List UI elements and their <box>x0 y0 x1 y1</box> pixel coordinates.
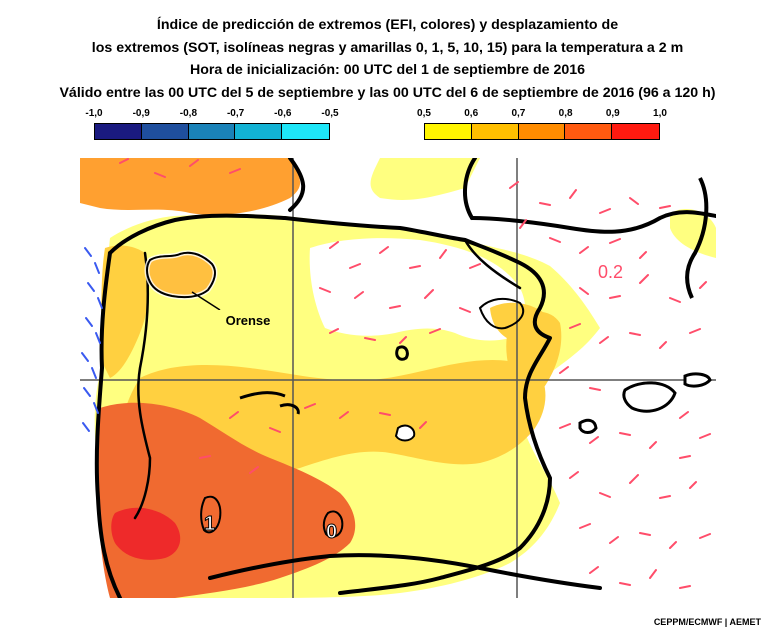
iberia-efi-map: 0.2 1 0 Orense <box>80 158 716 598</box>
legend-warm-tick: 0,7 <box>511 108 526 119</box>
island-sardinia-coast <box>685 177 709 299</box>
efi-area-galicia-orange <box>100 245 150 378</box>
map-title: Índice de predicción de extremos (EFI, c… <box>0 14 775 104</box>
contours-negative <box>81 247 103 432</box>
legend-cold-tick: -0,8 <box>179 108 198 119</box>
no-signal-area-northeast <box>309 238 526 341</box>
contour-dash <box>319 287 471 313</box>
contour-dash <box>304 403 427 429</box>
credit-text: CEPPM/ECMWF | AEMET <box>653 617 761 627</box>
island-mallorca <box>622 381 677 413</box>
island-menorca <box>683 372 712 388</box>
orense-leader-line <box>191 291 221 311</box>
legend-warm-swatch <box>425 124 472 139</box>
balearic-islands <box>578 372 712 434</box>
efi-area-france-yellow <box>80 158 480 200</box>
legend-cold-swatch <box>282 124 329 139</box>
island-ibiza <box>578 418 598 434</box>
sot-isoline-north <box>395 345 409 361</box>
contour-dash <box>199 411 281 474</box>
legend-warm-efi: 0,5 0,6 0,7 0,8 0,9 1,0 <box>417 108 667 142</box>
contour-dash <box>509 181 671 214</box>
orense-label: Orense <box>226 313 271 328</box>
legend-cold-tick: -1,0 <box>85 108 103 119</box>
contour-dash <box>569 323 701 349</box>
map-svg: 0.2 1 0 Orense <box>80 158 716 598</box>
contour-dash <box>579 523 711 549</box>
contour-dash <box>329 328 441 344</box>
contour-dash <box>329 241 481 269</box>
legend-warm-swatch <box>518 124 566 139</box>
contour-label-1: 1 <box>204 513 215 535</box>
title-line-1: Índice de predicción de extremos (EFI, c… <box>156 17 619 33</box>
legend-cold-tick: -0,5 <box>321 108 339 119</box>
contour-dash <box>84 247 103 344</box>
legend-warm-swatch <box>565 124 613 139</box>
orense-label-background <box>216 310 280 330</box>
legend-warm-tick: 0,8 <box>558 108 573 119</box>
legend-warm-tick: 0,5 <box>417 108 431 119</box>
coastline-portugal-west <box>94 251 122 598</box>
border-spain-portugal <box>133 251 152 520</box>
contour-dash <box>579 274 707 303</box>
title-line-3: Hora de inicialización: 00 UTC del 1 de … <box>189 62 586 78</box>
legend-warm-tick: 1,0 <box>653 108 667 119</box>
graticule <box>80 158 716 598</box>
sot-isolines <box>200 297 525 538</box>
legend-warm-swatch <box>471 124 519 139</box>
legend-cold-tick: -0,9 <box>132 108 150 119</box>
legend-warm-swatch <box>612 124 659 139</box>
legend-warm-tick: 0,6 <box>464 108 479 119</box>
legend-warm-ticks: 0,5 0,6 0,7 0,8 0,9 1,0 <box>417 108 667 120</box>
legend-cold-tick: -0,6 <box>274 108 292 119</box>
legend-cold-swatch <box>235 124 283 139</box>
sot-isoline-small <box>394 424 416 442</box>
legend-warm-tick: 0,9 <box>605 108 620 119</box>
contour-dash <box>559 366 711 439</box>
coastline-north-africa <box>208 553 602 590</box>
contour-dash <box>589 566 691 589</box>
coastlines <box>94 158 716 598</box>
legend-cold-colorbar <box>94 123 330 140</box>
contour-dash <box>559 423 691 459</box>
contour-dash <box>519 219 647 259</box>
sot-isoline-0 <box>478 297 525 330</box>
sot-isoline-0-south <box>322 510 344 538</box>
contour-label-02: 0.2 <box>598 262 623 282</box>
coastline-gulf-of-lion <box>470 210 716 234</box>
contour-dash <box>569 471 697 499</box>
coastline-north-spain <box>108 213 467 255</box>
contours-positive <box>119 158 711 589</box>
legend-cold-tick: -0,7 <box>226 108 245 119</box>
efi-area-france-orange <box>80 158 301 215</box>
sot-isoline-1 <box>200 495 222 534</box>
legend-warm-colorbar <box>424 123 660 140</box>
legend-cold-swatch <box>188 124 236 139</box>
contour-label-0: 0 <box>326 521 337 543</box>
coastline-east-spain <box>338 238 552 595</box>
border-spain-france <box>463 238 522 290</box>
title-line-2: los extremos (SOT, isolíneas negras y am… <box>91 39 684 56</box>
legend-cold-efi: -1,0 -0,9 -0,8 -0,7 -0,6 -0,5 <box>85 108 339 142</box>
orense-province-border <box>146 251 216 299</box>
sot-isoline-central <box>239 391 300 415</box>
legend-cold-ticks: -1,0 -0,9 -0,8 -0,7 -0,6 -0,5 <box>85 108 338 120</box>
efi-area-southwest-hotspot <box>111 507 181 560</box>
legend-cold-swatch <box>95 124 142 139</box>
coastline-bay-of-biscay <box>288 158 477 220</box>
title-line-4: Válido entre las 00 UTC del 5 de septiem… <box>59 84 716 101</box>
contour-dash <box>81 352 99 432</box>
legend-cold-swatch <box>141 124 189 139</box>
contour-dash <box>119 158 241 178</box>
